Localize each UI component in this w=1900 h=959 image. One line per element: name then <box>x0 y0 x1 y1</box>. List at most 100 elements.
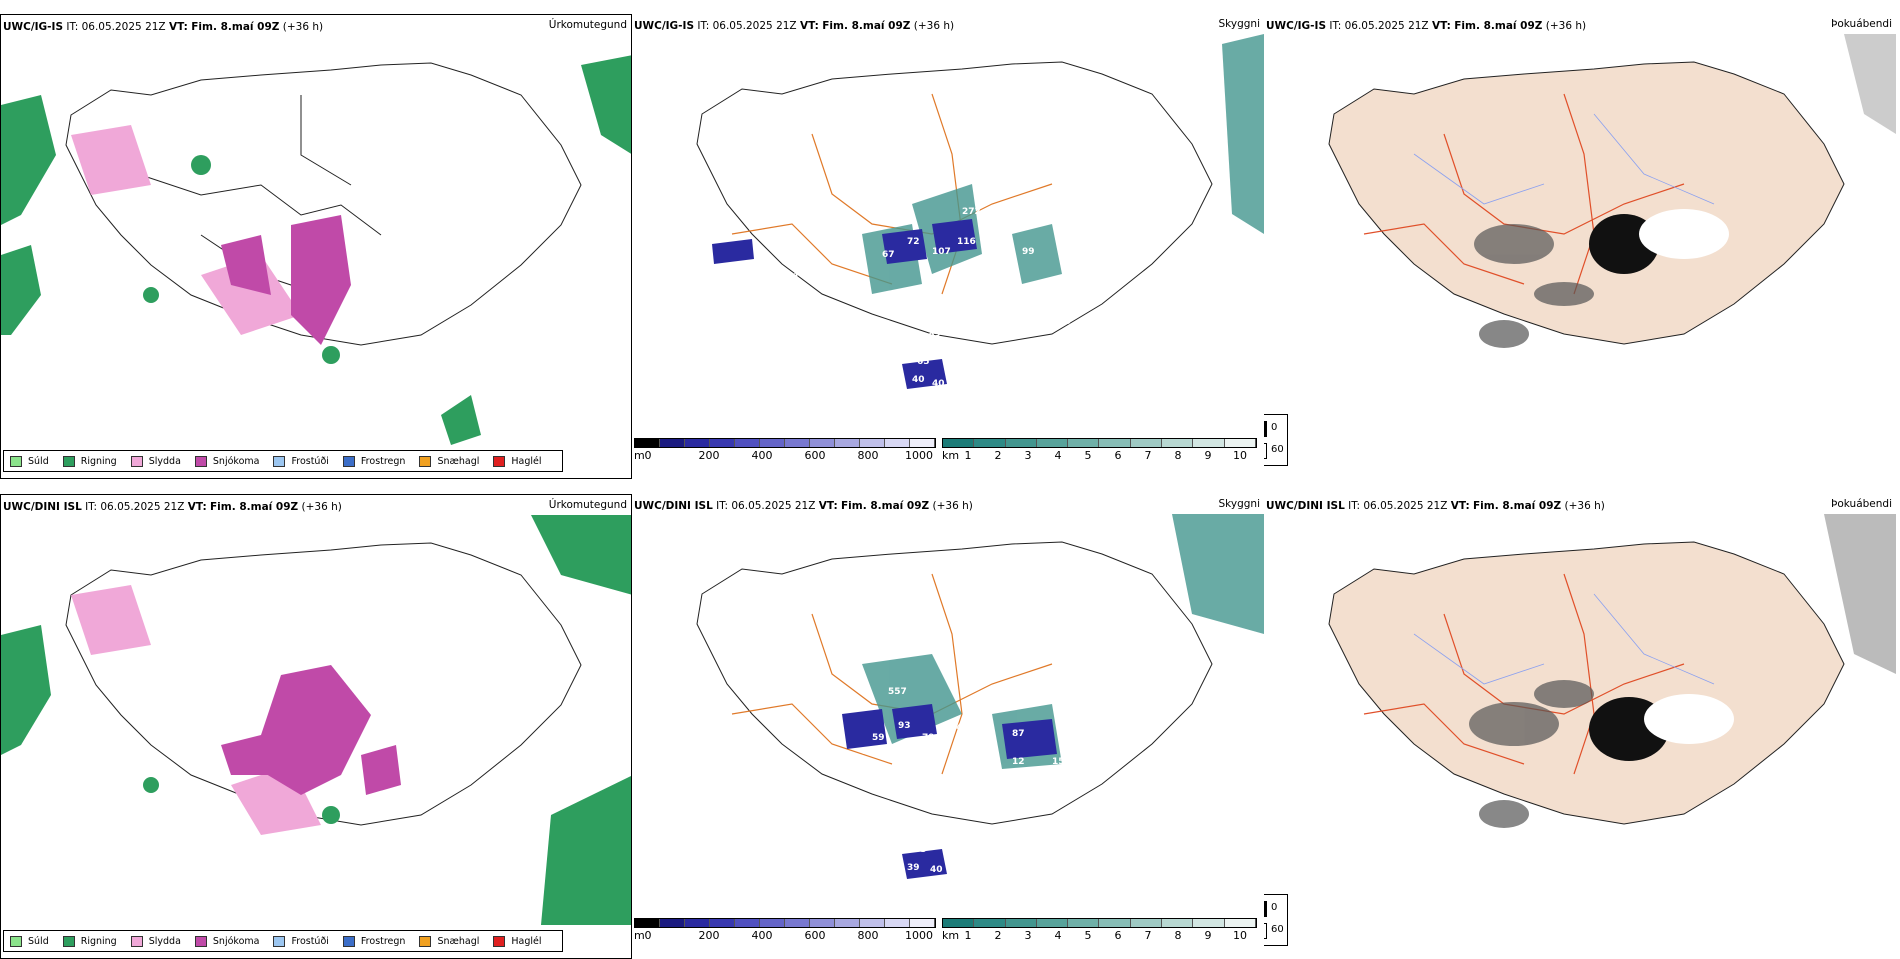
visibility-label: 14 <box>782 197 795 207</box>
fog-swatch <box>1264 901 1267 917</box>
visibility-panel-row2: UWC/DINI ISL IT: 06.05.2025 21Z VT: Fim.… <box>632 494 1264 959</box>
precip-map <box>1 515 631 925</box>
legend-item: Slydda <box>130 935 181 947</box>
visibility-label: 557 <box>888 687 907 697</box>
visibility-label: 151 <box>1052 757 1071 767</box>
visibility-label: 65 <box>917 357 930 367</box>
visibility-label: 61 <box>1062 777 1075 787</box>
cloudbase-cells <box>634 438 936 448</box>
visibility-label: 40 <box>932 379 945 389</box>
legend-swatch <box>493 935 506 947</box>
visibility-map: 40 40 65 103 138 67 72 107 116 272 99 11… <box>696 34 1264 389</box>
legend-item: Snæhagl <box>419 935 479 947</box>
legend-item: Frostúði <box>273 935 329 947</box>
visibility-colorbar: km 1 2 3 4 5 6 7 8 9 10 <box>942 918 1257 948</box>
panel-header: UWC/IG-IS IT: 06.05.2025 21Z VT: Fim. 8.… <box>3 21 324 33</box>
visibility-label: 272 <box>962 207 981 217</box>
cloudbase-ticks: m 0 200 400 600 800 1000 <box>634 929 933 942</box>
legend-swatch <box>194 455 207 467</box>
visibility-label: 87 <box>1012 729 1025 739</box>
precip-type-panel-row2: UWC/DINI ISL IT: 06.05.2025 21Z VT: Fim.… <box>0 494 632 959</box>
visibility-cells <box>942 438 1257 448</box>
legend-item: Frostregn <box>342 935 405 947</box>
visibility-label: 183 <box>1052 317 1071 327</box>
legend-item: Rigning <box>62 935 117 947</box>
panel-title: Skyggni <box>1218 498 1261 510</box>
legend-swatch <box>273 935 286 947</box>
visibility-label: 79 <box>922 733 935 743</box>
legend-swatch <box>342 935 355 947</box>
legend-item: Haglél <box>493 935 542 947</box>
visibility-label: 235 <box>907 767 926 777</box>
legend-swatch <box>194 935 207 947</box>
visibility-colorbar: km 1 2 3 4 5 6 7 8 9 10 <box>942 438 1257 468</box>
legend-swatch <box>493 455 506 467</box>
legend-swatch <box>273 455 286 467</box>
legend-swatch <box>130 455 143 467</box>
visibility-label: 43 <box>772 217 785 227</box>
visibility-map: 39 40 65 95 235 59 93 79 141 557 87 12 1… <box>696 514 1264 879</box>
precip-type-panel-row1: UWC/IG-IS IT: 06.05.2025 21Z VT: Fim. 8.… <box>0 14 632 479</box>
legend-swatch <box>342 455 355 467</box>
visibility-label: 128 <box>742 587 761 597</box>
fog-map <box>1328 34 1896 348</box>
panel-title: Skyggni <box>1218 18 1261 30</box>
legend-item: Súld <box>10 455 49 467</box>
cloudbase-colorbar: m 0 200 400 600 800 1000 <box>634 438 936 468</box>
fog-swatch <box>1264 421 1267 437</box>
fog-legend: 0 60 <box>1264 414 1288 466</box>
cloudbase-colorbar: m 0 200 400 600 800 1000 <box>634 918 936 948</box>
visibility-label: 141 <box>950 723 969 733</box>
visibility-panel-row1: UWC/IG-IS IT: 06.05.2025 21Z VT: Fim. 8.… <box>632 14 1264 479</box>
fog-panel-row2: UWC/DINI ISL IT: 06.05.2025 21Z VT: Fim.… <box>1264 494 1896 959</box>
visibility-label: 40 <box>930 865 943 875</box>
visibility-label: 95 <box>912 825 925 835</box>
fog-map <box>1328 514 1896 828</box>
precip-legend: Súld Rigning Slydda Snjókoma Frostúði Fr… <box>3 930 563 952</box>
visibility-label: 31 <box>862 747 875 757</box>
fog-panel-row1: UWC/IG-IS IT: 06.05.2025 21Z VT: Fim. 8.… <box>1264 14 1896 479</box>
precip-map <box>1 55 631 445</box>
legend-item: Súld <box>10 935 49 947</box>
visibility-label: 116 <box>957 237 976 247</box>
fog-swatch <box>1264 443 1267 459</box>
legend-item: Frostúði <box>273 455 329 467</box>
legend-swatch <box>419 455 432 467</box>
visibility-label: 71 <box>787 272 800 282</box>
panel-title: Úrkomutegund <box>548 499 627 511</box>
legend-swatch <box>10 455 22 467</box>
panel-title: Þokuábendi <box>1831 18 1892 30</box>
legend-item: Snjókoma <box>194 455 259 467</box>
legend-swatch <box>62 935 75 947</box>
visibility-label: 67 <box>882 250 895 260</box>
panel-title: Þokuábendi <box>1831 498 1892 510</box>
panel-header: UWC/IG-IS IT: 06.05.2025 21Z VT: Fim. 8.… <box>634 20 955 32</box>
panel-header: UWC/DINI ISL IT: 06.05.2025 21Z VT: Fim.… <box>1266 500 1605 512</box>
legend-item: Snjókoma <box>194 935 259 947</box>
visibility-label: 107 <box>932 247 951 257</box>
legend-swatch <box>419 935 432 947</box>
legend-item: Slydda <box>130 455 181 467</box>
panel-header: UWC/IG-IS IT: 06.05.2025 21Z VT: Fim. 8.… <box>1266 20 1587 32</box>
visibility-label: 65 <box>914 845 927 855</box>
legend-swatch <box>130 935 143 947</box>
legend-item: Snæhagl <box>419 455 479 467</box>
visibility-ticks: km 1 2 3 4 5 6 7 8 9 10 <box>942 929 1247 942</box>
legend-item: Haglél <box>493 455 542 467</box>
cloudbase-unit: m <box>634 449 645 462</box>
cloudbase-ticks: m 0 200 400 600 800 1000 <box>634 449 933 462</box>
visibility-label: 138 <box>902 299 921 309</box>
panel-header: UWC/DINI ISL IT: 06.05.2025 21Z VT: Fim.… <box>3 501 342 513</box>
legend-swatch <box>10 935 22 947</box>
visibility-label: 12 <box>1012 757 1025 767</box>
visibility-label: 72 <box>907 237 920 247</box>
fog-swatch <box>1264 923 1267 939</box>
visibility-label: 59 <box>872 733 885 743</box>
cloudbase-cells <box>634 918 936 928</box>
panel-header: UWC/DINI ISL IT: 06.05.2025 21Z VT: Fim.… <box>634 500 973 512</box>
visibility-ticks: km 1 2 3 4 5 6 7 8 9 10 <box>942 449 1247 462</box>
visibility-label: 39 <box>907 863 920 873</box>
visibility-cells <box>942 918 1257 928</box>
visibility-label: 99 <box>1022 247 1035 257</box>
legend-item: Rigning <box>62 455 117 467</box>
